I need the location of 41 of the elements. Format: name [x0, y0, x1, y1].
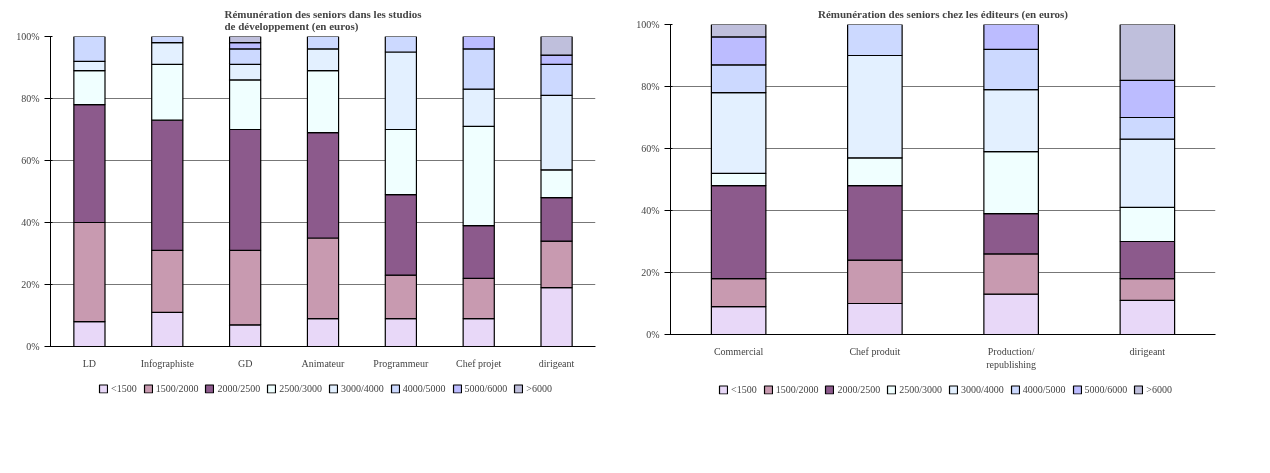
chart-title: Rémunération des seniors chez les éditeurs (en euros): [817, 7, 1069, 21]
legend-label: 5000/6000: [464, 382, 508, 394]
legend-label: 2500/3000: [899, 383, 942, 395]
x-tick-label: Programmeur: [373, 357, 430, 369]
legend-label: >6000: [526, 382, 552, 394]
x-tick-label: Production/ republishing: [986, 345, 1037, 370]
legend-label: 2500/3000: [279, 382, 322, 394]
x-tick-label: Animateur: [301, 357, 346, 369]
x-tick-label: Commercial: [713, 345, 764, 357]
y-tick-label: 100%: [636, 19, 660, 30]
legend-label: 4000/5000: [402, 382, 446, 394]
y-tick-label: 60%: [641, 143, 660, 154]
y-tick-label: 0%: [646, 329, 660, 340]
y-tick-label: 60%: [21, 155, 40, 166]
legend-label: 5000/6000: [1084, 383, 1128, 395]
x-tick-label: Chef produit: [849, 345, 901, 357]
legend-label: 4000/5000: [1022, 383, 1066, 395]
legend-label: >6000: [1146, 383, 1172, 395]
legend-label: 3000/4000: [961, 383, 1004, 395]
y-tick-label: 80%: [21, 93, 40, 104]
y-tick-label: 80%: [641, 81, 660, 92]
x-tick-label: Infographiste: [140, 357, 195, 369]
legend-label: 2000/2500: [217, 382, 261, 394]
legend-label: 2000/2500: [837, 383, 881, 395]
legend-label: <1500: [731, 383, 757, 395]
legend-label: 1500/2000: [775, 383, 819, 395]
x-tick-label: Chef projet: [456, 357, 502, 369]
legend-label: 3000/4000: [341, 382, 384, 394]
x-tick-label: dirigeant: [1129, 345, 1166, 357]
y-tick-label: 40%: [21, 217, 40, 228]
x-tick-label: GD: [237, 357, 253, 369]
x-tick-label: dirigeant: [538, 357, 575, 369]
legend-label: <1500: [111, 382, 137, 394]
y-tick-label: 20%: [21, 279, 40, 290]
x-tick-label: LD: [82, 357, 97, 369]
chart-title: Rémunération des seniors dans les studios de développement (en euros): [224, 7, 423, 33]
y-tick-label: 20%: [641, 267, 660, 278]
y-tick-label: 100%: [16, 31, 40, 42]
y-tick-label: 40%: [641, 205, 660, 216]
y-tick-label: 0%: [26, 341, 40, 352]
legend-label: 1500/2000: [155, 382, 199, 394]
